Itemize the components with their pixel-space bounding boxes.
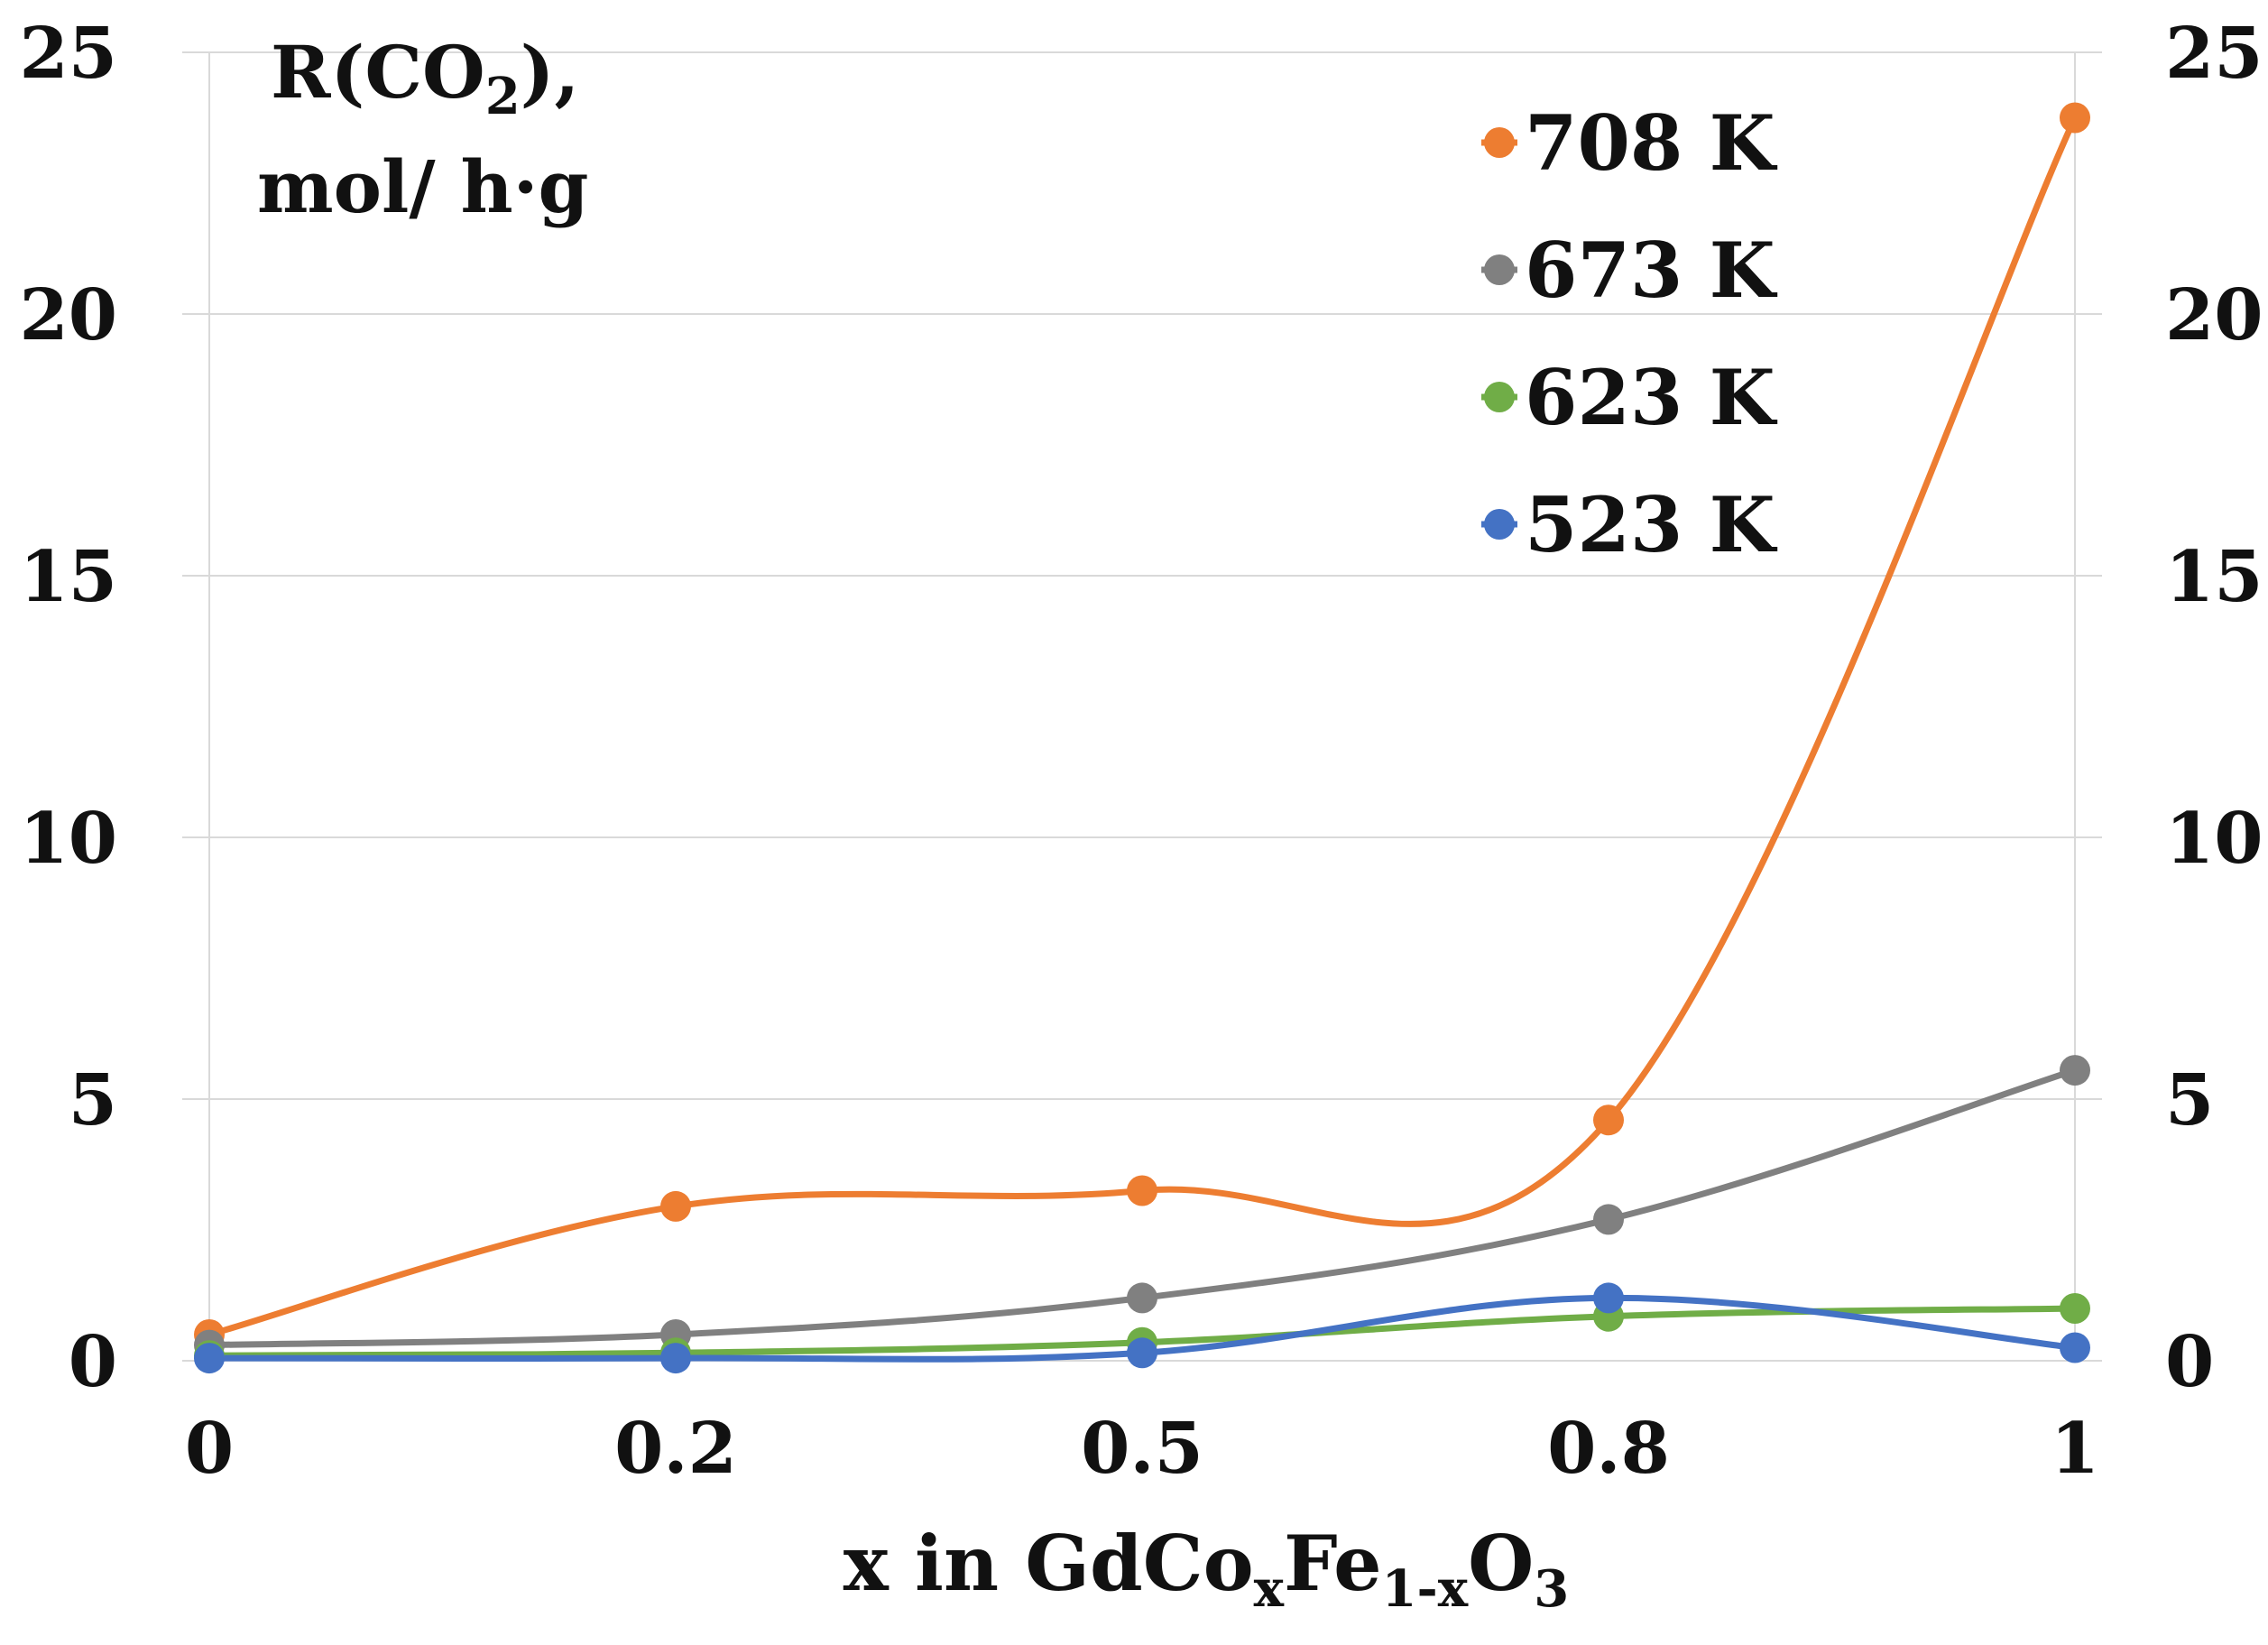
x-tick-label: 0.5 xyxy=(1081,1408,1203,1490)
data-point-708k xyxy=(1593,1104,1624,1136)
legend: 708 K 673 K 623 K 523 K xyxy=(1481,98,1778,569)
legend-label-623k: 623 K xyxy=(1525,353,1778,442)
y-tick-label-right: 15 xyxy=(2165,536,2263,618)
x-axis-title-part3: O xyxy=(1468,1519,1534,1608)
y-tick-label-right: 0 xyxy=(2165,1321,2214,1403)
y-tick-label-right: 10 xyxy=(2165,798,2263,880)
y-axis-title-prefix: R(CO xyxy=(271,30,485,115)
series-lines xyxy=(206,115,2079,1363)
y-tick-label-left: 10 xyxy=(19,798,117,880)
x-axis-title-part1: x in GdCo xyxy=(844,1519,1254,1608)
legend-marker-523k xyxy=(1484,509,1515,540)
y-axis-title-line1: R(CO2), xyxy=(271,30,579,126)
y-axis-title-suffix: ), xyxy=(521,30,580,115)
y-tick-label-right: 20 xyxy=(2165,274,2263,356)
axes xyxy=(208,52,2076,1361)
data-point-708k xyxy=(1127,1175,1157,1206)
data-point-523k xyxy=(194,1343,225,1374)
y-tick-label-left: 0 xyxy=(69,1321,117,1403)
y-tick-label-left: 5 xyxy=(69,1059,117,1141)
data-point-673k xyxy=(1593,1204,1624,1235)
gridlines xyxy=(182,51,2102,1362)
legend-marker-673k xyxy=(1484,254,1515,285)
data-point-673k xyxy=(2060,1055,2090,1086)
series-line-708k xyxy=(206,115,2079,1338)
x-tick-label: 0.2 xyxy=(614,1408,737,1490)
y-axis-title-line2: mol/ h·g xyxy=(257,144,588,229)
x-axis-title-part2: Fe xyxy=(1284,1519,1382,1608)
data-point-523k xyxy=(1593,1282,1624,1314)
y-axis-title-subscript: 2 xyxy=(485,67,521,126)
x-axis-title: x in GdCoxFe1-xO3 xyxy=(844,1519,1570,1619)
y-tick-label-left: 20 xyxy=(19,274,117,356)
x-tick-label: 1 xyxy=(2051,1408,2099,1490)
x-axis-title-sub3: 3 xyxy=(1534,1559,1569,1619)
x-tick-label: 0.8 xyxy=(1547,1408,1670,1490)
y-tick-label-right: 25 xyxy=(2165,13,2263,95)
y-tick-label-left: 25 xyxy=(19,13,117,95)
data-point-708k xyxy=(2060,102,2090,134)
data-point-523k xyxy=(2060,1332,2090,1363)
data-point-708k xyxy=(660,1190,691,1222)
x-axis-title-sub2: 1-x xyxy=(1382,1559,1469,1619)
legend-label-673k: 673 K xyxy=(1525,226,1778,315)
legend-label-708k: 708 K xyxy=(1525,98,1778,188)
legend-marker-623k xyxy=(1484,382,1515,412)
y-tick-label-right: 5 xyxy=(2165,1059,2214,1141)
y-tick-label-left: 15 xyxy=(19,536,117,618)
data-point-673k xyxy=(1127,1282,1157,1314)
data-point-623k xyxy=(2060,1293,2090,1324)
legend-label-523k: 523 K xyxy=(1525,480,1778,569)
data-point-523k xyxy=(660,1343,691,1374)
x-axis-title-sub1: x xyxy=(1254,1559,1285,1619)
legend-marker-708k xyxy=(1484,127,1515,158)
x-tick-label: 0 xyxy=(185,1408,234,1490)
data-point-523k xyxy=(1127,1337,1157,1369)
series-markers xyxy=(194,102,2090,1374)
